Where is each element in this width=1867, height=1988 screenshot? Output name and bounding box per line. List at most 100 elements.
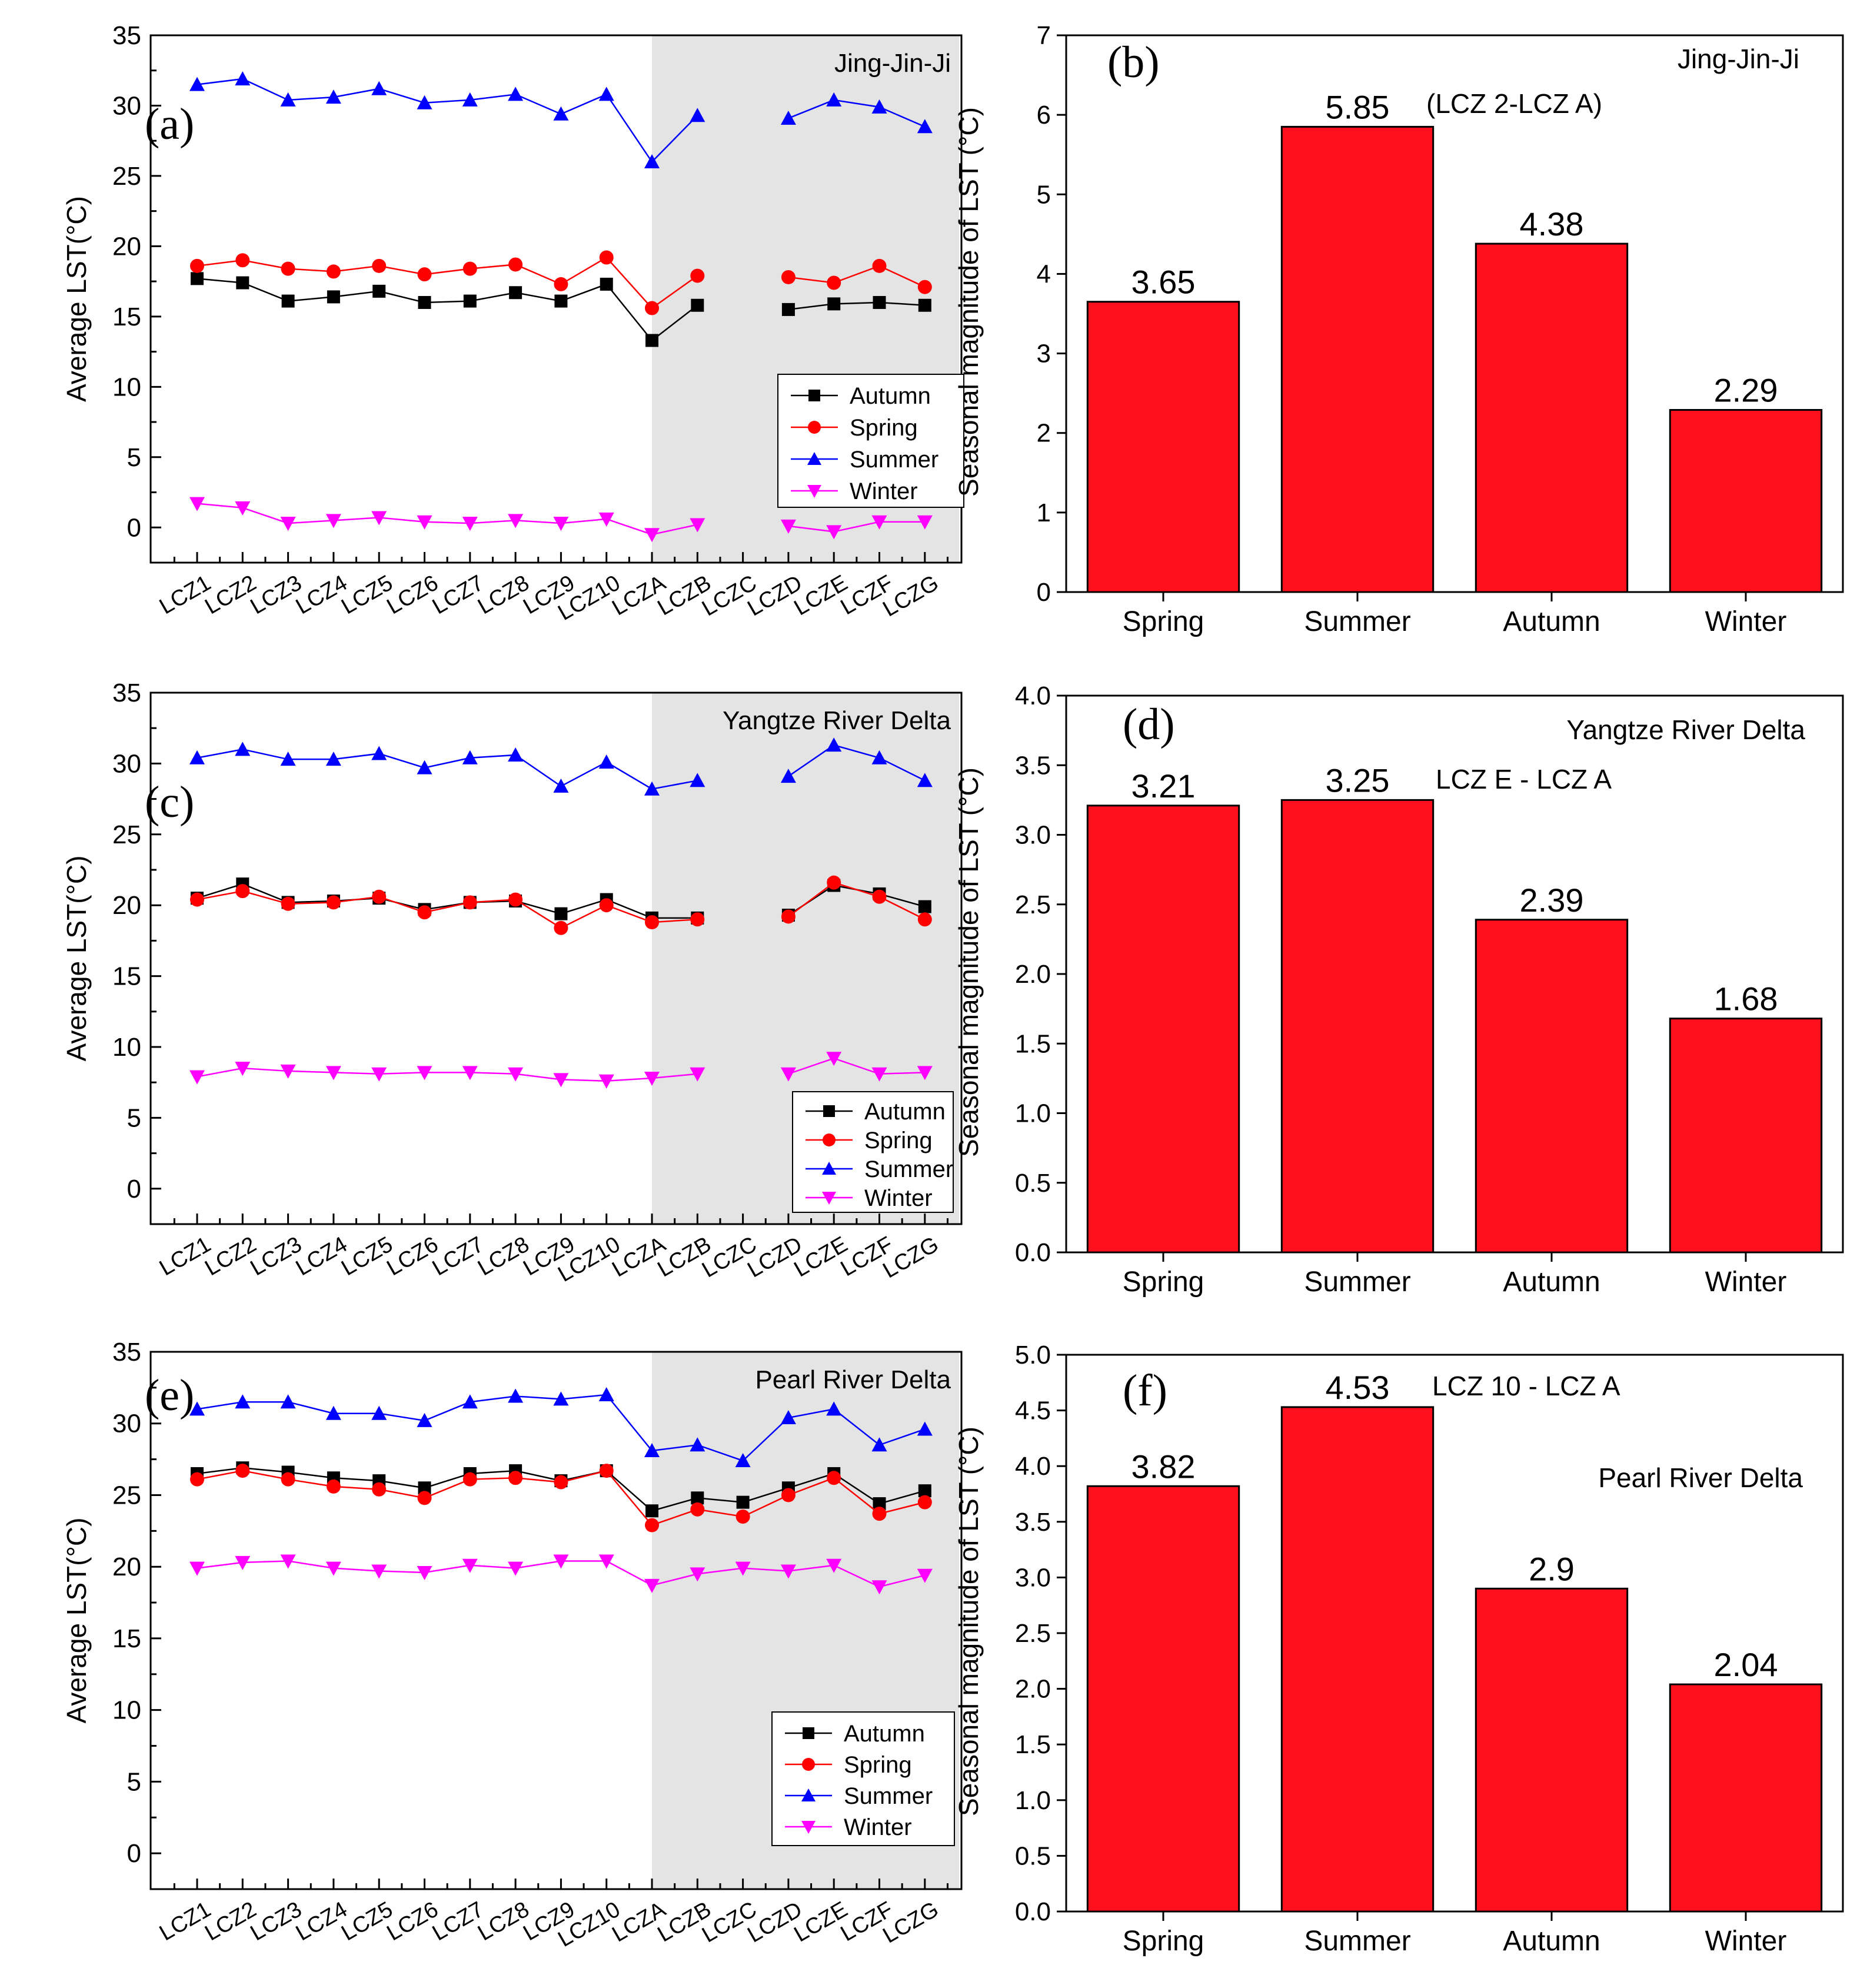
bar-value-label: 3.65 (1131, 264, 1196, 301)
data-point (917, 1421, 933, 1436)
y-tick-label: 2 (1037, 419, 1051, 448)
x-tick-label: Spring (1123, 606, 1204, 637)
series-summer (189, 71, 933, 169)
data-point (644, 1442, 660, 1457)
bar (1086, 1485, 1240, 1913)
panel-label: (e) (145, 1371, 194, 1420)
series-autumn (191, 272, 931, 347)
data-point (189, 77, 205, 91)
y-tick-label: 3.5 (1015, 1508, 1051, 1537)
bar (1280, 125, 1435, 593)
y-tick-label: 6 (1037, 101, 1051, 129)
data-point (735, 1453, 751, 1468)
y-tick-label: 5 (127, 1103, 141, 1132)
data-point (917, 1568, 933, 1583)
y-tick-label: 0 (127, 1839, 141, 1868)
data-point (690, 1437, 705, 1452)
y-tick-label: 2.0 (1015, 960, 1051, 989)
bar (1669, 409, 1823, 593)
data-point (827, 875, 841, 890)
data-point (326, 895, 341, 910)
bar-chart-d: 3.21 Spring 3.25 Summer 2.39 Autumn 1.68 Winter… (953, 681, 1844, 1298)
data-point (690, 1067, 705, 1082)
series-summer (189, 1387, 933, 1468)
y-tick-label: 1.0 (1015, 1786, 1051, 1815)
x-tick-label: Summer (1304, 1926, 1410, 1957)
bar (1475, 919, 1629, 1254)
data-point (690, 1502, 705, 1517)
data-point (553, 1073, 569, 1088)
data-point (780, 1067, 796, 1082)
y-tick-label: 2.0 (1015, 1675, 1051, 1704)
bar-value-label: 2.39 (1520, 882, 1584, 919)
plot-frame (149, 1351, 963, 1890)
data-point (462, 261, 477, 276)
data-point (326, 1479, 341, 1494)
bar-value-label: 2.9 (1529, 1550, 1575, 1587)
y-tick-label: 0.0 (1015, 1238, 1051, 1267)
bar (1280, 799, 1435, 1254)
legend-label: Winter (864, 1185, 933, 1211)
bar-chart-b: 3.65 Spring 5.85 Summer 4.38 Autumn 2.29 Winter… (953, 21, 1844, 637)
data-point (462, 517, 478, 531)
data-point (189, 1561, 205, 1576)
bar (1475, 1587, 1629, 1913)
data-point (325, 89, 341, 104)
data-point (827, 297, 841, 311)
data-point (780, 1409, 796, 1424)
data-point (325, 514, 341, 528)
y-tick-label: 15 (112, 302, 141, 331)
data-point (645, 1518, 659, 1532)
y-tick-label: 1.5 (1015, 1730, 1051, 1759)
y-tick-label: 35 (112, 21, 141, 50)
legend: Autumn Spring Summer Winter (777, 374, 964, 508)
data-point (917, 1495, 932, 1510)
data-point (781, 302, 795, 316)
data-point (599, 250, 614, 265)
difference-annotation: LCZ 10 - LCZ A (1432, 1371, 1620, 1401)
data-point (462, 1066, 478, 1081)
data-point (826, 1052, 842, 1066)
data-point (417, 905, 432, 920)
series-spring (190, 875, 932, 935)
legend-marker (802, 1758, 815, 1771)
series-line (788, 301, 925, 311)
data-point (873, 295, 886, 309)
y-tick-label: 30 (112, 749, 141, 778)
data-point (644, 1578, 660, 1593)
region-title: Pearl River Delta (755, 1365, 951, 1394)
data-point (508, 1067, 524, 1082)
data-point (190, 892, 204, 907)
data-point (462, 1472, 477, 1487)
x-tick-label: Autumn (1503, 1266, 1600, 1298)
data-point (917, 912, 932, 927)
y-axis-label: Average LST(°C) (61, 1518, 92, 1724)
data-point (190, 1472, 204, 1487)
data-point (372, 258, 387, 273)
data-point (645, 334, 658, 347)
legend-label: Summer (864, 1156, 953, 1182)
x-tick-label: Autumn (1503, 606, 1600, 637)
bar (1086, 804, 1240, 1254)
bar (1086, 301, 1240, 593)
y-axis-label: Seasonal magnitude of LST (°C) (953, 107, 984, 497)
data-point (690, 912, 705, 927)
data-point (417, 267, 432, 282)
y-axis-label: Average LST(°C) (61, 196, 92, 402)
data-point (235, 1394, 251, 1409)
data-point (463, 294, 477, 308)
y-tick-label: 10 (112, 1033, 141, 1062)
data-point (871, 750, 887, 764)
data-point (281, 261, 295, 276)
y-tick-label: 15 (112, 962, 141, 991)
data-point (371, 746, 387, 760)
data-point (690, 268, 705, 283)
data-point (598, 1387, 614, 1402)
bar-value-label: 2.04 (1714, 1646, 1778, 1683)
data-point (462, 1558, 478, 1573)
data-point (235, 1555, 251, 1570)
data-point (235, 253, 250, 268)
data-point (325, 752, 341, 766)
data-point (281, 896, 295, 911)
legend-label: Autumn (850, 383, 931, 409)
